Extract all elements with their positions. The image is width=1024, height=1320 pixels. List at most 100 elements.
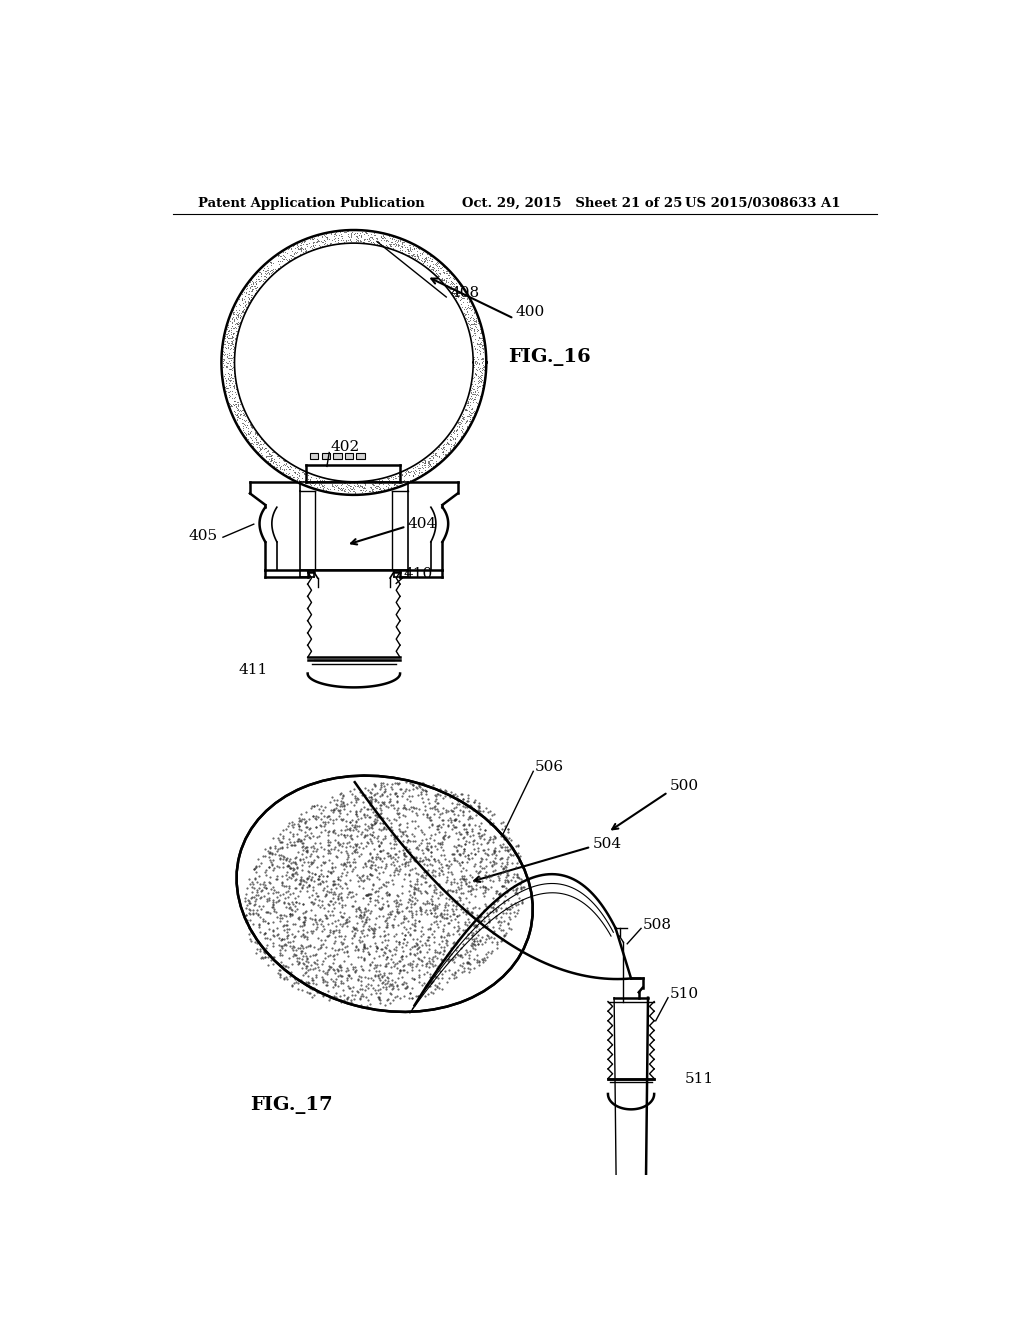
Point xyxy=(373,224,389,246)
Point xyxy=(249,436,265,457)
Point xyxy=(354,231,371,252)
Point xyxy=(284,246,300,267)
Point xyxy=(457,412,473,433)
Point xyxy=(400,244,417,265)
Point xyxy=(365,228,381,249)
Point xyxy=(464,318,480,339)
Point xyxy=(313,475,330,496)
Point xyxy=(241,284,257,305)
Point xyxy=(434,441,451,462)
Point xyxy=(385,477,401,498)
Point xyxy=(252,434,268,455)
Point xyxy=(366,224,382,246)
Point xyxy=(476,352,493,374)
Point xyxy=(458,399,474,420)
Point xyxy=(289,463,305,484)
Point xyxy=(461,290,477,312)
Point xyxy=(223,396,240,417)
Point xyxy=(368,470,384,491)
Point xyxy=(466,401,482,422)
Point xyxy=(467,338,483,359)
Point xyxy=(384,471,400,492)
Point xyxy=(218,351,234,372)
Point xyxy=(467,374,483,395)
Point xyxy=(282,459,298,480)
Point xyxy=(281,458,297,479)
Point xyxy=(281,249,297,271)
Point xyxy=(399,236,416,257)
Point xyxy=(223,334,240,355)
Point xyxy=(383,235,399,256)
Point xyxy=(404,246,421,267)
Point xyxy=(332,222,348,243)
Point xyxy=(467,384,483,405)
Point xyxy=(411,238,427,259)
Point xyxy=(467,383,483,404)
Point xyxy=(473,348,489,370)
Point xyxy=(227,384,244,405)
Point xyxy=(429,453,445,474)
Point xyxy=(408,459,424,480)
Point xyxy=(216,366,232,387)
Point xyxy=(436,436,453,457)
Point xyxy=(446,428,463,449)
Point xyxy=(395,473,412,494)
Point xyxy=(247,424,263,445)
Point xyxy=(219,333,236,354)
Point xyxy=(449,433,465,454)
Point xyxy=(250,442,266,463)
Point xyxy=(417,462,433,483)
Point xyxy=(418,248,434,269)
Point xyxy=(475,360,492,381)
Point xyxy=(455,409,471,430)
Point xyxy=(340,226,356,247)
Point xyxy=(220,375,237,396)
Point xyxy=(446,436,463,457)
Point xyxy=(391,239,408,260)
Point xyxy=(475,330,492,351)
Point xyxy=(282,244,298,265)
Point xyxy=(441,433,458,454)
Point xyxy=(386,474,402,495)
Point xyxy=(456,288,472,309)
Point xyxy=(249,424,265,445)
Point xyxy=(289,469,305,490)
Point xyxy=(226,395,243,416)
Point xyxy=(264,259,281,280)
Point xyxy=(310,467,327,488)
Point xyxy=(245,286,261,308)
Point xyxy=(413,461,429,482)
Point xyxy=(447,272,464,293)
Point xyxy=(417,248,433,269)
Point xyxy=(439,268,456,289)
Point xyxy=(272,458,289,479)
Point xyxy=(328,222,344,243)
Point xyxy=(339,482,355,503)
Point xyxy=(349,473,366,494)
Point xyxy=(468,358,484,379)
Point xyxy=(242,426,258,447)
Point xyxy=(313,230,330,251)
Point xyxy=(455,425,471,446)
Point xyxy=(441,267,458,288)
Point xyxy=(370,480,386,502)
Point xyxy=(455,418,471,440)
Point xyxy=(428,263,444,284)
Point xyxy=(279,458,295,479)
Point xyxy=(441,438,458,459)
Point xyxy=(473,333,489,354)
Point xyxy=(443,430,460,451)
Point xyxy=(286,466,302,487)
Point xyxy=(376,479,392,500)
Point xyxy=(260,257,276,279)
Point xyxy=(454,279,470,300)
Point xyxy=(414,251,430,272)
Point xyxy=(403,244,420,265)
Point xyxy=(428,453,444,474)
Point xyxy=(229,313,246,334)
Point xyxy=(386,230,402,251)
Point xyxy=(270,251,287,272)
Point xyxy=(285,467,301,488)
Point xyxy=(393,232,410,253)
Point xyxy=(260,260,276,281)
